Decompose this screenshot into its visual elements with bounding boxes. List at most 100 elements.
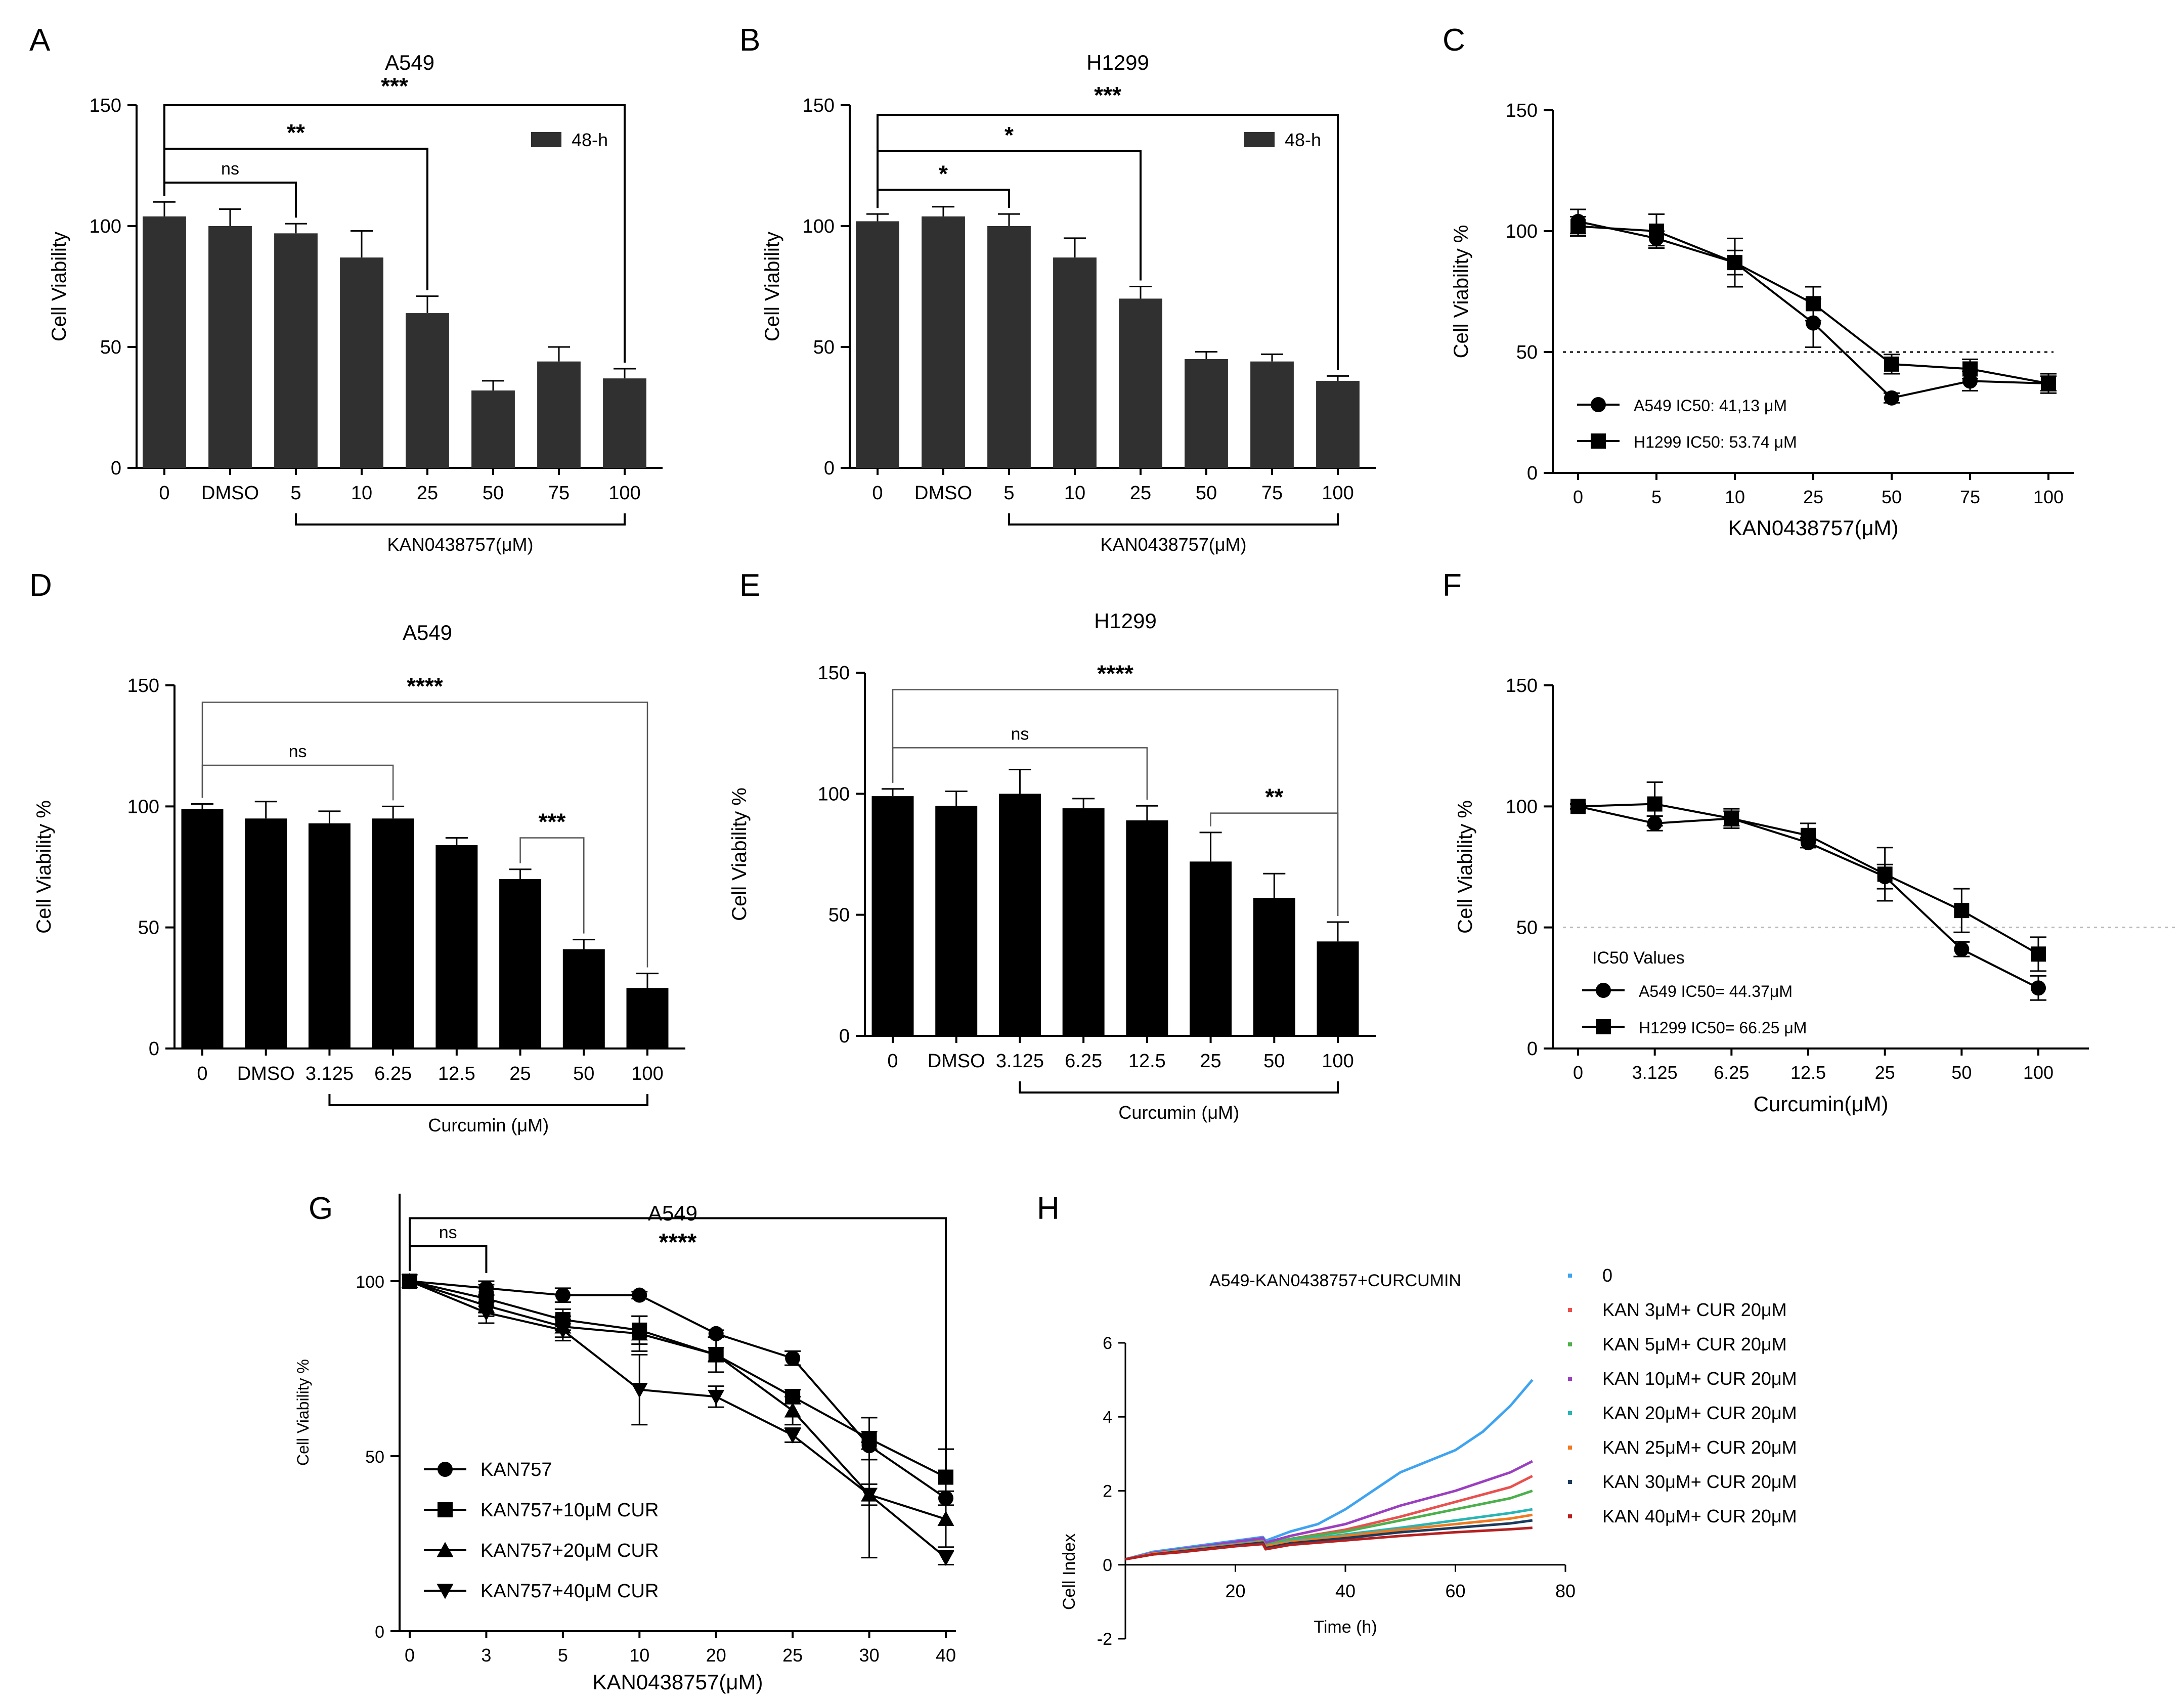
x-tick-label: 10 [629, 1645, 649, 1666]
significance-label: *** [539, 809, 566, 835]
y-tick-label: 2 [1103, 1482, 1112, 1501]
x-tick-label: DMSO [201, 483, 259, 504]
significance-label: * [939, 160, 948, 187]
significance-label: ** [287, 119, 305, 146]
y-tick-label: 150 [818, 663, 850, 684]
significance-bracket [892, 689, 1339, 916]
x-tick-label: 50 [1882, 487, 1902, 507]
x-tick-label: 20 [706, 1645, 726, 1666]
x-tick-label: 5 [1003, 483, 1014, 504]
significance-label: ns [439, 1223, 457, 1242]
y-axis-label: Cell Viability [761, 232, 783, 341]
legend-marker [1596, 983, 1611, 998]
significance-label: ns [221, 159, 239, 179]
significance-label: *** [381, 73, 408, 99]
legend-label: KAN757+40μM CUR [481, 1581, 659, 1602]
legend-marker [1568, 1411, 1572, 1415]
x-tick-label: 0 [1573, 1062, 1583, 1083]
x-tick-label: 100 [631, 1063, 663, 1084]
data-point [708, 1389, 725, 1405]
x-tick-label: 100 [2033, 487, 2064, 507]
bar [208, 226, 252, 468]
y-tick-label: 100 [90, 216, 121, 237]
y-tick-label: 50 [365, 1448, 384, 1467]
y-tick-label: 150 [1506, 100, 1538, 121]
panel-H: H A549-KAN0438757+CURCUMIN Cell Index -2 0 2 4… [1037, 1191, 1797, 1649]
significance-label: ns [1011, 724, 1029, 744]
panel-letter: A [29, 23, 51, 58]
x-tick-label: 75 [1261, 483, 1283, 504]
bar [935, 806, 978, 1036]
data-point [2031, 980, 2046, 996]
data-point [1962, 361, 1978, 377]
bar [435, 845, 478, 1048]
bar [537, 361, 581, 468]
legend-label: KAN757+20μM CUR [481, 1540, 659, 1561]
y-axis-label: Cell Viability % [728, 788, 751, 921]
significance-bracket [201, 764, 394, 801]
x-tick-label: 6.25 [1065, 1051, 1102, 1072]
legend-label: 0 [1602, 1265, 1612, 1286]
panel-E: E H1299 Cell Viability % 0 50 100 150 0 DMSO 3.12… [728, 568, 1376, 1123]
bar [1250, 361, 1294, 468]
data-point [1647, 796, 1663, 812]
bar [626, 988, 669, 1048]
legend-label: KAN 5μM+ CUR 20μM [1602, 1334, 1787, 1355]
y-tick-label: 100 [127, 796, 159, 817]
significance-label: **** [407, 673, 443, 700]
y-tick-label: 0 [824, 458, 835, 479]
x-tick-label: 25 [782, 1645, 803, 1666]
bar [499, 879, 542, 1048]
legend-label: KAN 25μM+ CUR 20μM [1602, 1437, 1797, 1458]
data-point [784, 1402, 801, 1418]
data-point [2041, 376, 2056, 391]
legend-title: IC50 Values [1592, 948, 1685, 968]
data-point [1724, 811, 1739, 826]
x-tick-label: 40 [1335, 1581, 1356, 1601]
data-point [784, 1428, 801, 1444]
x-tick-label: 0 [159, 483, 169, 504]
panel-letter: H [1037, 1191, 1060, 1226]
bar [274, 233, 318, 468]
series-1 [1570, 213, 2057, 391]
x-tick-label: 0 [405, 1645, 415, 1666]
data-point [1884, 390, 1899, 406]
data-point [1727, 255, 1742, 271]
data-point [554, 1323, 572, 1339]
data-point [1570, 799, 1586, 814]
data-point [1801, 827, 1816, 843]
x-tick-label: 0 [872, 483, 883, 504]
panel-letter: G [309, 1191, 333, 1226]
series-line [409, 1280, 946, 1478]
group-bracket [295, 513, 626, 526]
y-tick-label: 100 [803, 216, 835, 237]
data-point [1954, 903, 1970, 919]
significance-label: ** [1265, 784, 1283, 810]
significance-label: **** [659, 1229, 697, 1256]
y-axis-label: Cell Viability % [1454, 800, 1476, 934]
x-tick-label: 5 [558, 1645, 568, 1666]
x-tick-label: 75 [548, 483, 570, 504]
x-tick-label: 100 [608, 483, 640, 504]
legend-marker [1568, 1274, 1572, 1278]
data-point [1570, 219, 1586, 234]
y-axis-label: Cell Viability [48, 232, 70, 341]
data-point [708, 1346, 725, 1362]
x-tick-label: 50 [573, 1063, 594, 1084]
y-tick-label: 0 [1103, 1556, 1112, 1575]
legend-swatch [531, 132, 561, 147]
x-tick-label: 0 [887, 1051, 898, 1072]
x-tick-label: 12.5 [438, 1063, 475, 1084]
data-point [1806, 315, 1821, 331]
data-point [631, 1383, 648, 1399]
chart-title: A549 [385, 51, 434, 74]
x-tick-label: 40 [936, 1645, 956, 1666]
data-point [1649, 224, 1664, 239]
series-line-3 [1125, 1460, 1533, 1561]
x-tick-label: 10 [1064, 483, 1085, 504]
x-tick-label: 25 [1803, 487, 1823, 507]
x-tick-label: 6.25 [1714, 1062, 1749, 1083]
y-axis-label: Cell Viability % [33, 800, 55, 934]
y-tick-label: 150 [127, 675, 159, 696]
bar [1317, 941, 1359, 1036]
